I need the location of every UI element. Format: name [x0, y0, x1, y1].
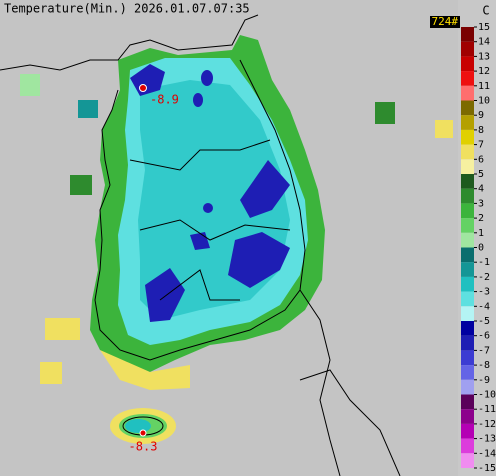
colorbar-label: -9	[478, 375, 490, 386]
colorbar-label: -10	[478, 390, 496, 401]
colorbar-segment	[461, 350, 474, 366]
colorbar-label: 2	[478, 213, 484, 224]
colorbar-label: 5	[478, 169, 484, 180]
temperature-field	[20, 35, 453, 444]
point-marker	[139, 429, 147, 437]
coastlines	[0, 14, 401, 476]
colorbar-label: -2	[478, 272, 490, 283]
colorbar-segment	[461, 423, 474, 439]
colorbar-segment	[461, 129, 474, 145]
colorbar-label: 9	[478, 110, 484, 121]
colorbar-segment	[461, 41, 474, 57]
colorbar-label: 13	[478, 51, 490, 62]
colorbar-segment	[461, 453, 474, 468]
colorbar-label: 8	[478, 125, 484, 136]
unit: C	[482, 4, 489, 18]
colorbar-label: -14	[478, 448, 496, 459]
colorbar-label: 4	[478, 184, 484, 195]
colorbar-segment	[461, 379, 474, 395]
colorbar-label: 7	[478, 140, 484, 151]
colorbar-segment	[461, 438, 474, 454]
colorbar-label: 3	[478, 198, 484, 209]
colorbar-segment	[461, 321, 474, 336]
colorbar-label: -5	[478, 316, 490, 327]
colorbar-segment	[461, 291, 474, 307]
colorbar: 1514131211109876543210-1-2-3-4-5-6-7-8-9…	[461, 22, 496, 474]
colorbar-segment	[461, 335, 474, 351]
colorbar-label: 6	[478, 154, 484, 165]
colorbar-label: -3	[478, 287, 490, 298]
colorbar-segment	[461, 306, 474, 321]
colorbar-segment	[461, 188, 474, 204]
point-marker	[139, 84, 147, 92]
colorbar-label: -6	[478, 331, 490, 342]
colorbar-label: -12	[478, 419, 496, 430]
colorbar-label: 15	[478, 22, 490, 33]
colorbar-segment	[461, 144, 474, 160]
colorbar-segment	[461, 115, 474, 130]
colorbar-label: -1	[478, 257, 490, 268]
colorbar-segment	[461, 159, 474, 174]
point-label: -8.9	[150, 93, 179, 107]
colorbar-segment	[461, 27, 474, 42]
colorbar-segment	[461, 232, 474, 248]
colorbar-segment	[461, 71, 474, 86]
colorbar-segment	[461, 203, 474, 219]
colorbar-label: 0	[478, 243, 484, 254]
colorbar-label: 11	[478, 81, 490, 92]
colorbar-label: 12	[478, 66, 490, 77]
colorbar-segment	[461, 365, 474, 380]
colorbar-segment	[461, 247, 474, 263]
colorbar-segment	[461, 276, 474, 292]
colorbar-segment	[461, 218, 474, 233]
colorbar-label: -8	[478, 360, 490, 371]
point-label: -8.3	[129, 440, 158, 454]
colorbar-label: 10	[478, 96, 490, 107]
colorbar-label: -15	[478, 463, 496, 474]
station-count: 724#	[432, 15, 459, 28]
colorbar-segment	[461, 85, 474, 101]
colorbar-segment	[461, 56, 474, 72]
colorbar-segment	[461, 174, 474, 189]
colorbar-label: 1	[478, 228, 484, 239]
colorbar-segment	[461, 100, 474, 116]
colorbar-segment	[461, 262, 474, 277]
colorbar-label: -11	[478, 404, 496, 415]
title: Temperature(Min.) 2026.01.07.07:35	[4, 2, 250, 16]
colorbar-label: -7	[478, 345, 490, 356]
count-badge	[430, 16, 460, 28]
colorbar-label: -13	[478, 434, 496, 445]
colorbar-segment	[461, 409, 474, 424]
colorbar-segment	[461, 394, 474, 410]
colorbar-label: 14	[478, 37, 490, 48]
colorbar-label: -4	[478, 301, 490, 312]
